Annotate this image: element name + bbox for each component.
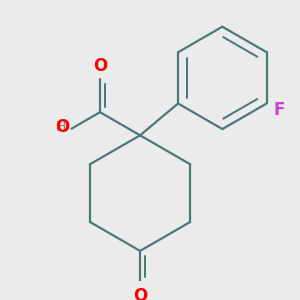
Text: O: O	[133, 287, 147, 300]
Text: H: H	[55, 120, 65, 134]
Text: F: F	[273, 101, 284, 119]
Text: O: O	[93, 57, 107, 75]
Text: O: O	[56, 118, 70, 136]
